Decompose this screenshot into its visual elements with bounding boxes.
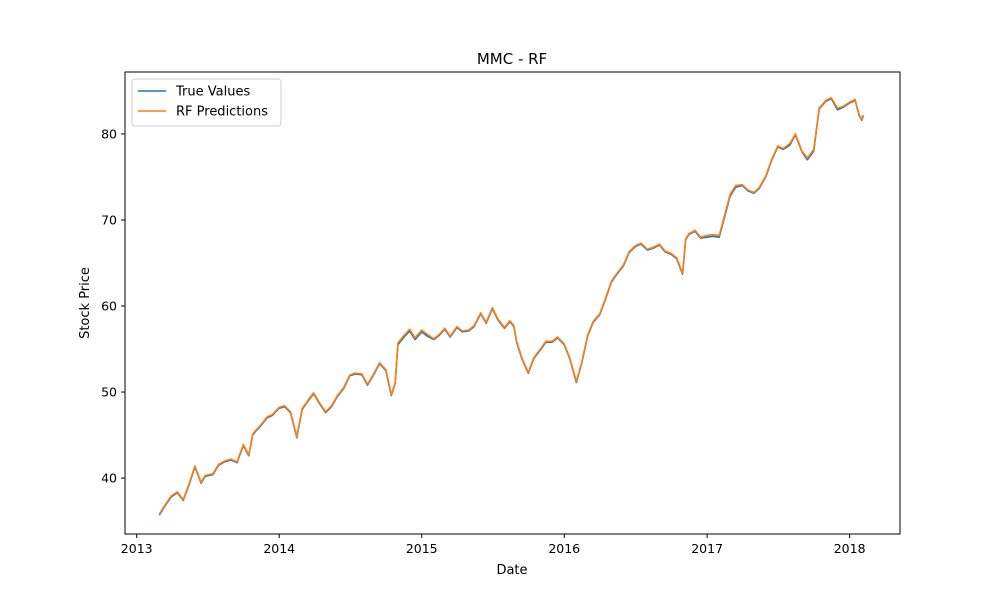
x-tick-label-2016: 2016 xyxy=(548,541,580,556)
x-tick-label-2013: 2013 xyxy=(121,541,153,556)
y-axis-label: Stock Price xyxy=(78,267,93,339)
x-tick-label-2018: 2018 xyxy=(834,541,866,556)
series-line-rf-predictions xyxy=(158,97,865,515)
y-tick-label-70: 70 xyxy=(101,212,117,227)
plot-frame xyxy=(124,71,901,535)
y-tick-label-80: 80 xyxy=(101,126,117,141)
chart-title: MMC - RF xyxy=(477,50,547,68)
y-tick-label-60: 60 xyxy=(101,299,117,314)
legend-label-true-values: True Values xyxy=(175,85,250,100)
legend-label-rf-predictions: RF Predictions xyxy=(176,105,268,120)
y-axis: 40 50 60 70 80 xyxy=(101,126,125,486)
x-tick-label-2017: 2017 xyxy=(691,541,723,556)
x-tick-label-2015: 2015 xyxy=(406,541,438,556)
legend: True Values RF Predictions xyxy=(131,78,282,127)
legend-box xyxy=(131,78,282,127)
x-tick-label-2014: 2014 xyxy=(263,541,295,556)
y-tick-label-50: 50 xyxy=(101,385,117,400)
series-layer xyxy=(158,97,865,516)
x-axis: 2013 2014 2015 2016 2017 2018 xyxy=(121,534,866,556)
y-tick-label-40: 40 xyxy=(101,471,117,486)
x-axis-label: Date xyxy=(496,563,527,578)
